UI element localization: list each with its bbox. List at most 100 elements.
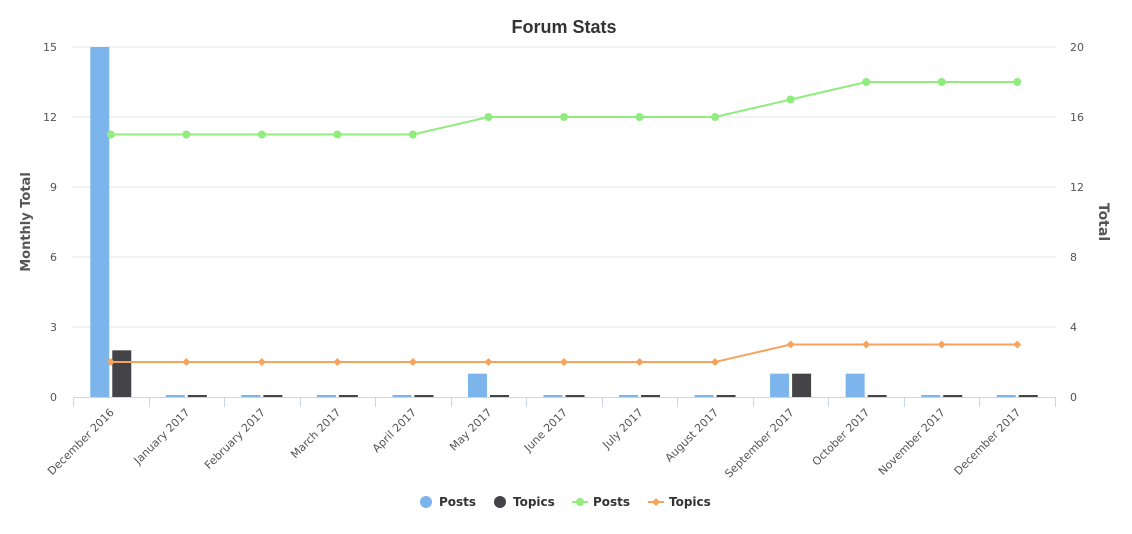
legend-item-line-posts[interactable]: Posts [572,495,630,509]
x-tick-label: November 2017 [876,406,948,478]
legend-symbol-icon [494,496,506,508]
x-axis: December 2016 January 2017 February 2017 Ma… [45,397,1056,480]
point-marker[interactable] [333,358,342,366]
legend-symbol-icon [652,498,660,506]
line-posts [110,81,1018,136]
x-tick-label: December 2017 [952,406,1024,478]
x-tick-label: May 2017 [447,406,495,454]
right-tick-label: 8 [1070,251,1077,264]
gridlines [73,46,1055,328]
left-axis-ticks: 0 3 6 9 12 15 [43,41,57,404]
x-tick-label: July 2017 [599,406,645,452]
right-tick-label: 16 [1070,111,1084,124]
bar-posts[interactable] [467,373,487,397]
point-marker[interactable] [711,113,720,121]
bar-topics[interactable] [943,395,963,397]
bar-topics[interactable] [263,395,283,397]
legend-item-bar-topics[interactable]: Topics [494,495,555,509]
legend-symbol-icon [420,496,432,508]
x-tick-label: April 2017 [370,406,419,455]
legend-label: Topics [513,495,555,509]
point-marker[interactable] [1013,78,1022,86]
point-marker[interactable] [106,358,115,366]
point-marker[interactable] [257,358,266,366]
legend-label: Posts [439,495,476,509]
bar-topics[interactable] [792,373,812,397]
bar-topics[interactable] [489,395,509,397]
bar-topics[interactable] [414,395,434,397]
point-marker[interactable] [182,130,191,139]
left-tick-label: 15 [43,41,57,54]
x-tick-label: February 2017 [202,406,268,472]
legend-item-line-topics[interactable]: Topics [648,495,711,509]
bar-posts[interactable] [845,373,865,397]
legend-label: Posts [593,495,630,509]
bar-topics[interactable] [112,350,132,397]
left-tick-label: 0 [50,391,57,404]
bar-topics[interactable] [1018,395,1038,397]
bar-posts[interactable] [316,395,336,397]
point-marker[interactable] [560,358,568,366]
legend-symbol-icon [576,498,584,506]
legend-item-bar-posts[interactable]: Posts [420,495,476,509]
point-marker[interactable] [937,340,946,349]
bar-posts[interactable] [770,373,790,397]
bar-topics[interactable] [565,395,585,397]
bar-topics[interactable] [641,395,661,397]
bar-topics[interactable] [338,395,358,397]
right-tick-label: 20 [1070,41,1084,54]
left-axis-title: Monthly Total [19,172,34,272]
point-marker[interactable] [862,78,871,86]
left-tick-label: 9 [50,181,57,194]
point-marker[interactable] [635,358,644,366]
bar-posts[interactable] [694,395,714,397]
bar-topics[interactable] [716,395,736,397]
left-tick-label: 3 [50,321,57,334]
point-marker[interactable] [937,78,946,86]
point-marker[interactable] [786,95,795,104]
point-marker[interactable] [182,358,191,366]
legend: Posts Topics Posts Topics [420,495,711,509]
x-tick-label: September 2017 [722,406,796,480]
x-tick-label: August 2017 [663,406,722,465]
point-marker[interactable] [711,358,720,366]
point-marker[interactable] [408,358,417,366]
x-tick-label: January 2017 [131,406,193,468]
bar-posts[interactable] [241,395,261,397]
x-tick-label: March 2017 [288,406,343,461]
right-axis-title: Total [1095,203,1111,241]
bar-posts[interactable] [165,395,185,397]
bar-topics[interactable] [867,395,887,397]
right-tick-label: 0 [1070,391,1077,404]
legend-label: Topics [669,495,711,509]
bar-posts[interactable] [543,395,563,397]
line-series [106,78,1022,366]
bar-posts[interactable] [996,395,1016,397]
point-marker[interactable] [484,113,493,121]
point-marker[interactable] [333,130,342,139]
x-tick-label: December 2016 [45,406,117,478]
point-marker[interactable] [106,130,115,139]
right-tick-label: 4 [1070,321,1077,334]
point-marker[interactable] [484,358,493,366]
left-tick-label: 12 [43,111,57,124]
right-tick-label: 12 [1070,181,1084,194]
point-marker[interactable] [862,340,871,349]
point-marker[interactable] [786,340,795,349]
chart-title: Forum Stats [511,17,616,37]
bar-posts[interactable] [392,395,412,397]
bar-topics[interactable] [187,395,207,397]
point-marker[interactable] [635,113,644,121]
right-axis-ticks: 0 4 8 12 16 20 [1070,41,1084,404]
bar-series [90,47,1038,397]
point-marker[interactable] [408,130,417,139]
point-marker[interactable] [1013,340,1022,349]
left-tick-label: 6 [50,251,57,264]
bar-posts[interactable] [90,47,110,397]
point-marker[interactable] [560,113,568,121]
point-marker[interactable] [257,130,266,139]
bar-posts[interactable] [619,395,639,397]
bar-posts[interactable] [921,395,941,397]
x-tick-label: June 2017 [521,406,570,455]
